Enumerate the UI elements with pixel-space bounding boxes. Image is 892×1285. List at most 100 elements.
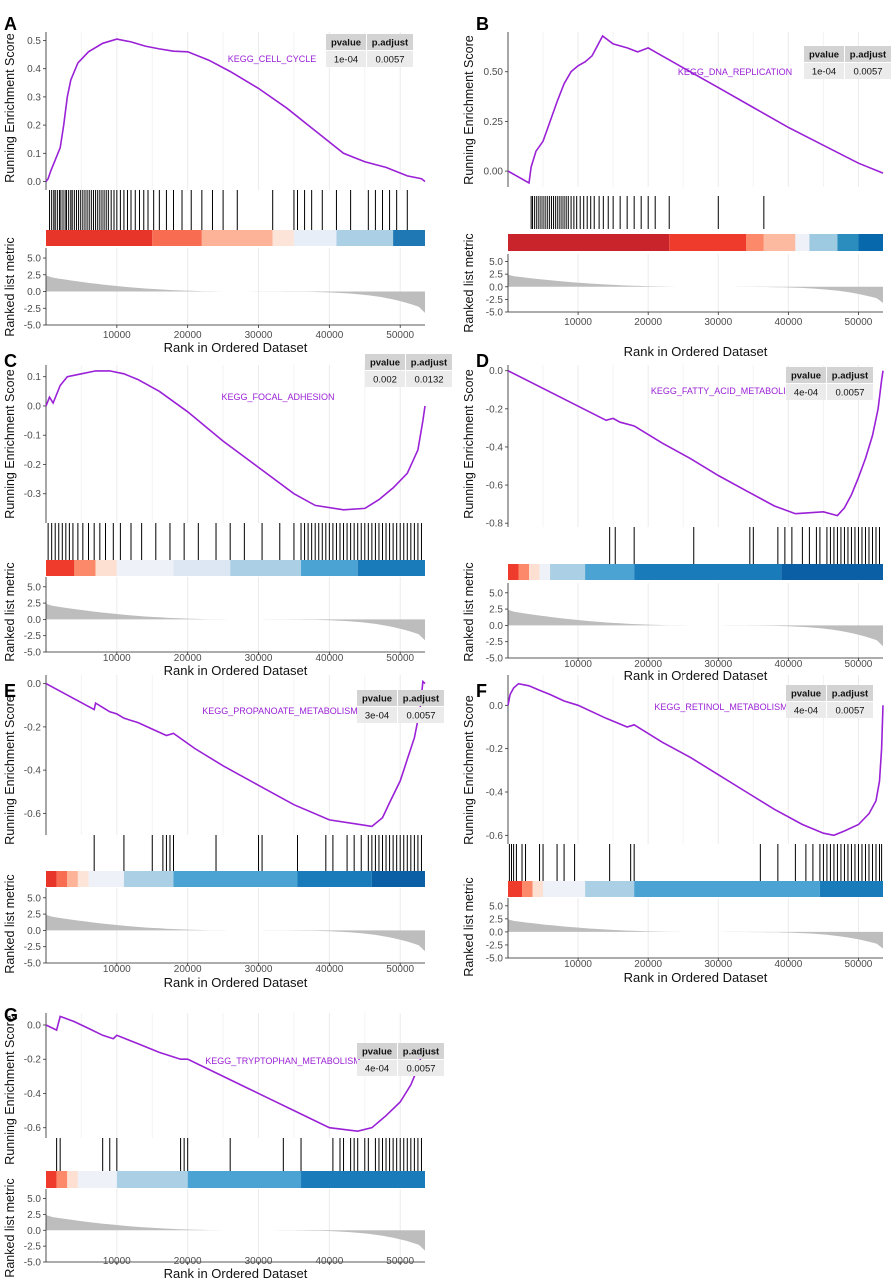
panel-f: 0.0 -0.2 -0.4 -0.6 5.0 2.5 0.0 -2.5 -5.0 10000 200… <box>462 675 884 985</box>
es-ytick-label: -0.2 <box>24 1055 42 1066</box>
xtick-label: 50000 <box>386 653 414 664</box>
es-curve-line <box>45 1015 426 1133</box>
stats-value-cell <box>845 63 891 79</box>
rank-color-segment <box>116 1171 188 1188</box>
panel-d: 0.0 -0.2 -0.4 -0.6 -0.8 5.0 2.5 0.0 -2.5 -5.0 1000… <box>462 351 884 683</box>
rank-color-segment <box>46 1171 57 1188</box>
xtick-label: 30000 <box>245 653 273 664</box>
rank-ytick-label: 2.5 <box>489 605 503 616</box>
xtick-label: 10000 <box>103 964 131 975</box>
xtick-label: 10000 <box>103 1256 131 1267</box>
gene-set-label: KEGG_FOCAL_ADHESION <box>221 392 334 402</box>
panel-e: 0.0 -0.2 -0.4 -0.6 5.0 2.5 0.0 -2.5 -5.0 10000 200… <box>3 675 444 990</box>
stats-header-padjust: p.adjust <box>411 358 448 369</box>
gene-set-label: KEGG_DNA_REPLICATION <box>678 67 792 77</box>
rank-color-segment <box>781 564 883 580</box>
stats-header-cell <box>357 690 397 706</box>
panel-a: 0.0 0.1 0.2 0.3 0.4 0.5 5.0 2.5 0.0 -2.5 -5.0 10000… <box>3 14 426 355</box>
stats-header-pvalue: pvalue <box>362 1047 392 1058</box>
panel-b: 0.00 0.25 0.50 5.0 2.50.0 -2.5 -5.0 10000 20000 3… <box>462 14 891 359</box>
rank-ytick-label: 0.0 <box>27 1226 41 1237</box>
rank-ytick-label: 2.5 <box>27 599 41 610</box>
rank-ytick-label: -5.0 <box>24 1258 42 1269</box>
es-curve-line <box>45 370 426 511</box>
xtick-label: 10000 <box>564 317 592 328</box>
rank-ytick-label: 0.0 <box>27 926 41 937</box>
rank-color-segment <box>88 871 124 887</box>
rank-color-segment <box>819 881 883 897</box>
rank-color-segment <box>522 881 533 897</box>
es-ytick-label: 0.0 <box>27 177 41 188</box>
rank-color-segment <box>539 564 551 580</box>
stats-header-cell <box>398 1043 444 1059</box>
xtick-label: 40000 <box>315 653 343 664</box>
rank-color-segment <box>858 234 883 251</box>
rank-ytick-label: 5.0 <box>27 1194 41 1205</box>
es-ytick-label: -0.6 <box>24 809 42 820</box>
stats-value-cell <box>357 707 397 723</box>
stats-header-padjust: p.adjust <box>403 694 440 705</box>
rank-ytick-label: 0.0 <box>489 621 503 632</box>
rank-color-segment <box>77 871 89 887</box>
stats-value-cell <box>786 384 826 400</box>
stats-value-cell <box>804 63 844 79</box>
rank-color-segment <box>123 871 174 887</box>
es-ytick-label: 0.0 <box>489 366 503 377</box>
rank-color-segment <box>746 234 764 251</box>
xtick-label: 40000 <box>315 964 343 975</box>
rank-color-segment <box>173 560 231 576</box>
stats-header-padjust: p.adjust <box>403 1047 440 1058</box>
es-y-axis-label: Running Enrichment Score <box>3 1015 17 1164</box>
es-ytick-label: 0.1 <box>27 372 41 383</box>
stats-header-cell <box>406 354 452 370</box>
xtick-label: 30000 <box>704 317 732 328</box>
es-y-axis-label: Running Enrichment Score <box>462 695 476 844</box>
xtick-label: 20000 <box>174 330 202 341</box>
rank-color-segment <box>529 564 540 580</box>
ranked-metric-area <box>508 274 883 303</box>
rank-color-segment <box>201 230 273 246</box>
rank-color-segment <box>46 230 153 246</box>
panel-c: 0.1 0.0 -0.1 -0.2 -0.3 5.0 2.5 0.0 -2.5 -5.0 10000… <box>3 351 452 678</box>
es-y-axis-label: Running Enrichment Score <box>3 33 17 182</box>
rank-color-segment <box>634 881 820 897</box>
es-ytick-label: 0.0 <box>27 401 41 412</box>
es-curve-line <box>507 369 884 517</box>
rank-color-segment <box>795 234 810 251</box>
rank-ytick-label: 2.5 <box>489 270 503 281</box>
stats-value-cell <box>398 1060 444 1076</box>
x-axis-label: Rank in Ordered Dataset <box>164 340 308 355</box>
rank-color-segment <box>809 234 838 251</box>
stats-value-pvalue: 4e-04 <box>365 1064 389 1075</box>
xtick-label: 10000 <box>564 659 592 670</box>
rank-color-segment <box>297 871 372 887</box>
stats-value-padjust: 0.0057 <box>835 706 864 717</box>
xtick-label: 20000 <box>174 653 202 664</box>
panel-tag: A <box>4 14 17 34</box>
stats-value-cell <box>827 384 873 400</box>
rank-ytick-label: 5.0 <box>27 254 41 265</box>
rank-color-segment <box>336 230 394 246</box>
rank-color-segment <box>293 230 337 246</box>
rank-ytick-label: -2.5 <box>486 295 504 306</box>
es-ytick-label: -0.1 <box>24 431 42 442</box>
rank-color-segment <box>532 881 544 897</box>
es-ytick-label: -0.4 <box>486 442 504 453</box>
x-axis-label: Rank in Ordered Dataset <box>624 668 768 683</box>
es-ytick-label: -0.4 <box>24 1089 42 1100</box>
es-curve-line <box>507 682 884 837</box>
rank-color-segment <box>272 230 294 246</box>
rank-color-segment <box>230 560 302 576</box>
panel-tag: C <box>4 351 17 371</box>
panel-tag: E <box>4 681 16 701</box>
rank-color-segment <box>508 564 519 580</box>
rank-ytick-label: -2.5 <box>24 1242 42 1253</box>
rank-ytick-label: -2.5 <box>24 304 42 315</box>
rank-color-segment <box>67 871 78 887</box>
stats-value-pvalue: 0.002 <box>373 375 397 386</box>
rank-ytick-label: 5.0 <box>27 582 41 593</box>
es-y-axis-label: Running Enrichment Score <box>3 369 17 518</box>
stats-value-pvalue: 4e-04 <box>794 706 818 717</box>
x-axis-label: Rank in Ordered Dataset <box>624 344 768 359</box>
xtick-label: 40000 <box>315 1256 343 1267</box>
